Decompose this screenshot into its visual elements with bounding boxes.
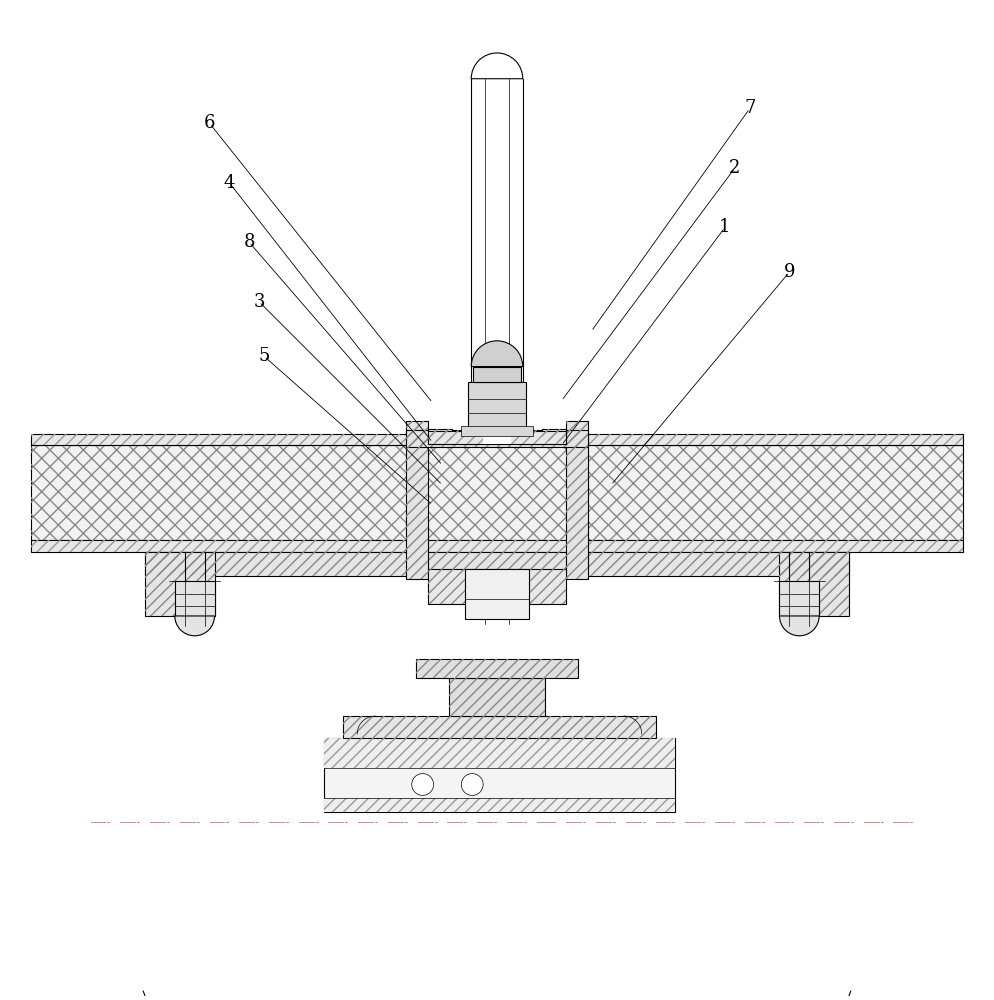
Text: 7: 7	[745, 99, 755, 117]
Bar	[145, 552, 849, 576]
Bar	[323, 798, 675, 812]
Bar	[427, 569, 567, 604]
Ellipse shape	[412, 774, 433, 795]
Bar	[468, 382, 526, 430]
Bar	[461, 426, 533, 436]
Bar	[779, 581, 819, 616]
Bar	[473, 367, 521, 382]
Bar	[406, 421, 427, 579]
Bar	[31, 540, 963, 552]
Text: 1: 1	[720, 218, 731, 236]
Bar	[323, 738, 675, 768]
Text: 4: 4	[224, 174, 235, 192]
Wedge shape	[471, 341, 523, 367]
Bar	[779, 552, 849, 616]
Bar	[415, 659, 579, 678]
Bar	[427, 431, 567, 444]
Bar	[145, 552, 215, 616]
Bar	[31, 445, 963, 540]
Bar	[779, 552, 849, 616]
Bar	[567, 421, 588, 579]
Bar	[427, 429, 452, 441]
Text: 8: 8	[244, 233, 254, 251]
Text: 2: 2	[730, 159, 741, 177]
Ellipse shape	[461, 774, 483, 795]
Bar	[323, 798, 675, 812]
Bar	[406, 430, 588, 447]
Bar	[31, 540, 963, 552]
Bar	[427, 569, 567, 604]
Bar	[406, 430, 588, 447]
Bar	[542, 429, 567, 441]
Bar	[343, 716, 656, 738]
Bar	[31, 434, 963, 445]
Text: 5: 5	[258, 347, 269, 365]
Bar	[406, 421, 427, 579]
Wedge shape	[471, 53, 523, 79]
Bar	[567, 421, 588, 579]
Bar	[323, 738, 675, 768]
Wedge shape	[779, 616, 819, 636]
Bar	[542, 429, 567, 441]
Text: 9: 9	[783, 263, 795, 281]
Bar	[449, 678, 545, 716]
Bar	[427, 431, 567, 444]
Text: 6: 6	[204, 114, 216, 132]
Bar	[175, 581, 215, 616]
Bar	[145, 552, 849, 576]
Bar	[465, 569, 529, 619]
Bar	[449, 678, 545, 716]
Wedge shape	[175, 616, 215, 636]
Bar	[427, 429, 452, 441]
Text: 3: 3	[253, 293, 264, 311]
Bar	[471, 79, 523, 416]
Bar	[31, 445, 963, 540]
Bar	[145, 552, 215, 616]
Bar	[415, 659, 579, 678]
Bar	[483, 431, 511, 444]
Bar	[323, 738, 675, 812]
Bar	[31, 434, 963, 445]
Bar	[343, 716, 656, 738]
